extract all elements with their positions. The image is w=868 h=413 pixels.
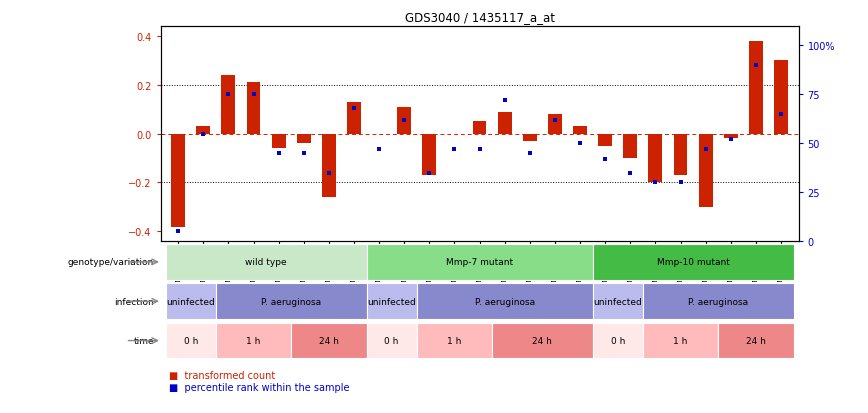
Text: uninfected: uninfected xyxy=(594,297,642,306)
Point xyxy=(423,170,437,177)
Bar xyxy=(573,127,587,134)
Text: 1 h: 1 h xyxy=(674,336,687,345)
Point xyxy=(171,228,185,235)
Text: ■  transformed count: ■ transformed count xyxy=(169,370,275,380)
Bar xyxy=(492,323,593,358)
Point xyxy=(221,92,235,98)
Point xyxy=(598,156,612,163)
Bar xyxy=(423,134,437,176)
Text: time: time xyxy=(134,336,155,345)
Bar xyxy=(322,134,336,198)
Bar xyxy=(366,244,593,280)
Text: 24 h: 24 h xyxy=(532,336,552,345)
Text: genotype/variation: genotype/variation xyxy=(68,258,155,267)
Bar xyxy=(699,134,713,207)
Bar xyxy=(398,107,411,134)
Bar xyxy=(473,122,486,134)
Bar xyxy=(272,134,286,149)
Bar xyxy=(548,115,562,134)
Text: Mmp-10 mutant: Mmp-10 mutant xyxy=(656,258,729,267)
Text: 1 h: 1 h xyxy=(247,336,260,345)
Text: ■  percentile rank within the sample: ■ percentile rank within the sample xyxy=(169,382,350,392)
Bar xyxy=(593,244,793,280)
Point xyxy=(548,117,562,124)
Point xyxy=(322,170,336,177)
Point xyxy=(272,150,286,157)
Bar xyxy=(347,102,361,134)
Bar xyxy=(221,76,235,134)
Text: 0 h: 0 h xyxy=(385,336,399,345)
Bar xyxy=(417,323,492,358)
Bar xyxy=(497,112,511,134)
Bar xyxy=(724,134,738,139)
Point xyxy=(648,180,662,186)
Text: 1 h: 1 h xyxy=(447,336,462,345)
Bar xyxy=(417,284,593,319)
Bar xyxy=(593,284,643,319)
Bar xyxy=(216,323,291,358)
Bar xyxy=(623,134,637,159)
Bar xyxy=(216,284,366,319)
Text: uninfected: uninfected xyxy=(367,297,416,306)
Bar xyxy=(247,83,260,134)
Point xyxy=(573,141,587,147)
Text: 0 h: 0 h xyxy=(183,336,198,345)
Bar xyxy=(166,284,216,319)
Text: P. aeruginosa: P. aeruginosa xyxy=(475,297,535,306)
Bar xyxy=(648,134,662,183)
Point xyxy=(774,112,788,118)
Text: Mmp-7 mutant: Mmp-7 mutant xyxy=(446,258,513,267)
Text: 0 h: 0 h xyxy=(610,336,625,345)
Text: 24 h: 24 h xyxy=(319,336,339,345)
Text: uninfected: uninfected xyxy=(167,297,215,306)
Text: P. aeruginosa: P. aeruginosa xyxy=(688,297,748,306)
Bar xyxy=(523,134,536,142)
Bar xyxy=(166,323,216,358)
Point xyxy=(699,147,713,153)
Bar xyxy=(643,284,793,319)
Point xyxy=(724,137,738,143)
Bar xyxy=(171,134,185,227)
Point xyxy=(247,92,260,98)
Bar xyxy=(297,134,311,144)
Bar xyxy=(718,323,793,358)
Point xyxy=(297,150,311,157)
Point xyxy=(372,147,386,153)
Point xyxy=(497,98,511,104)
Bar xyxy=(196,127,210,134)
Point xyxy=(347,106,361,112)
Text: infection: infection xyxy=(115,297,155,306)
Point xyxy=(196,131,210,138)
Point xyxy=(749,63,763,69)
Point xyxy=(398,117,411,124)
Point xyxy=(473,147,487,153)
Text: P. aeruginosa: P. aeruginosa xyxy=(261,297,321,306)
Text: 24 h: 24 h xyxy=(746,336,766,345)
Bar xyxy=(366,284,417,319)
Bar xyxy=(643,323,718,358)
Bar xyxy=(366,323,417,358)
Bar xyxy=(593,323,643,358)
Title: GDS3040 / 1435117_a_at: GDS3040 / 1435117_a_at xyxy=(404,11,555,24)
Point xyxy=(674,180,687,186)
Point xyxy=(623,170,637,177)
Bar xyxy=(291,323,366,358)
Bar xyxy=(774,61,788,134)
Point xyxy=(523,150,536,157)
Bar xyxy=(749,41,763,134)
Point xyxy=(448,147,462,153)
Bar xyxy=(166,244,366,280)
Bar xyxy=(674,134,687,176)
Text: wild type: wild type xyxy=(246,258,287,267)
Bar xyxy=(598,134,612,147)
